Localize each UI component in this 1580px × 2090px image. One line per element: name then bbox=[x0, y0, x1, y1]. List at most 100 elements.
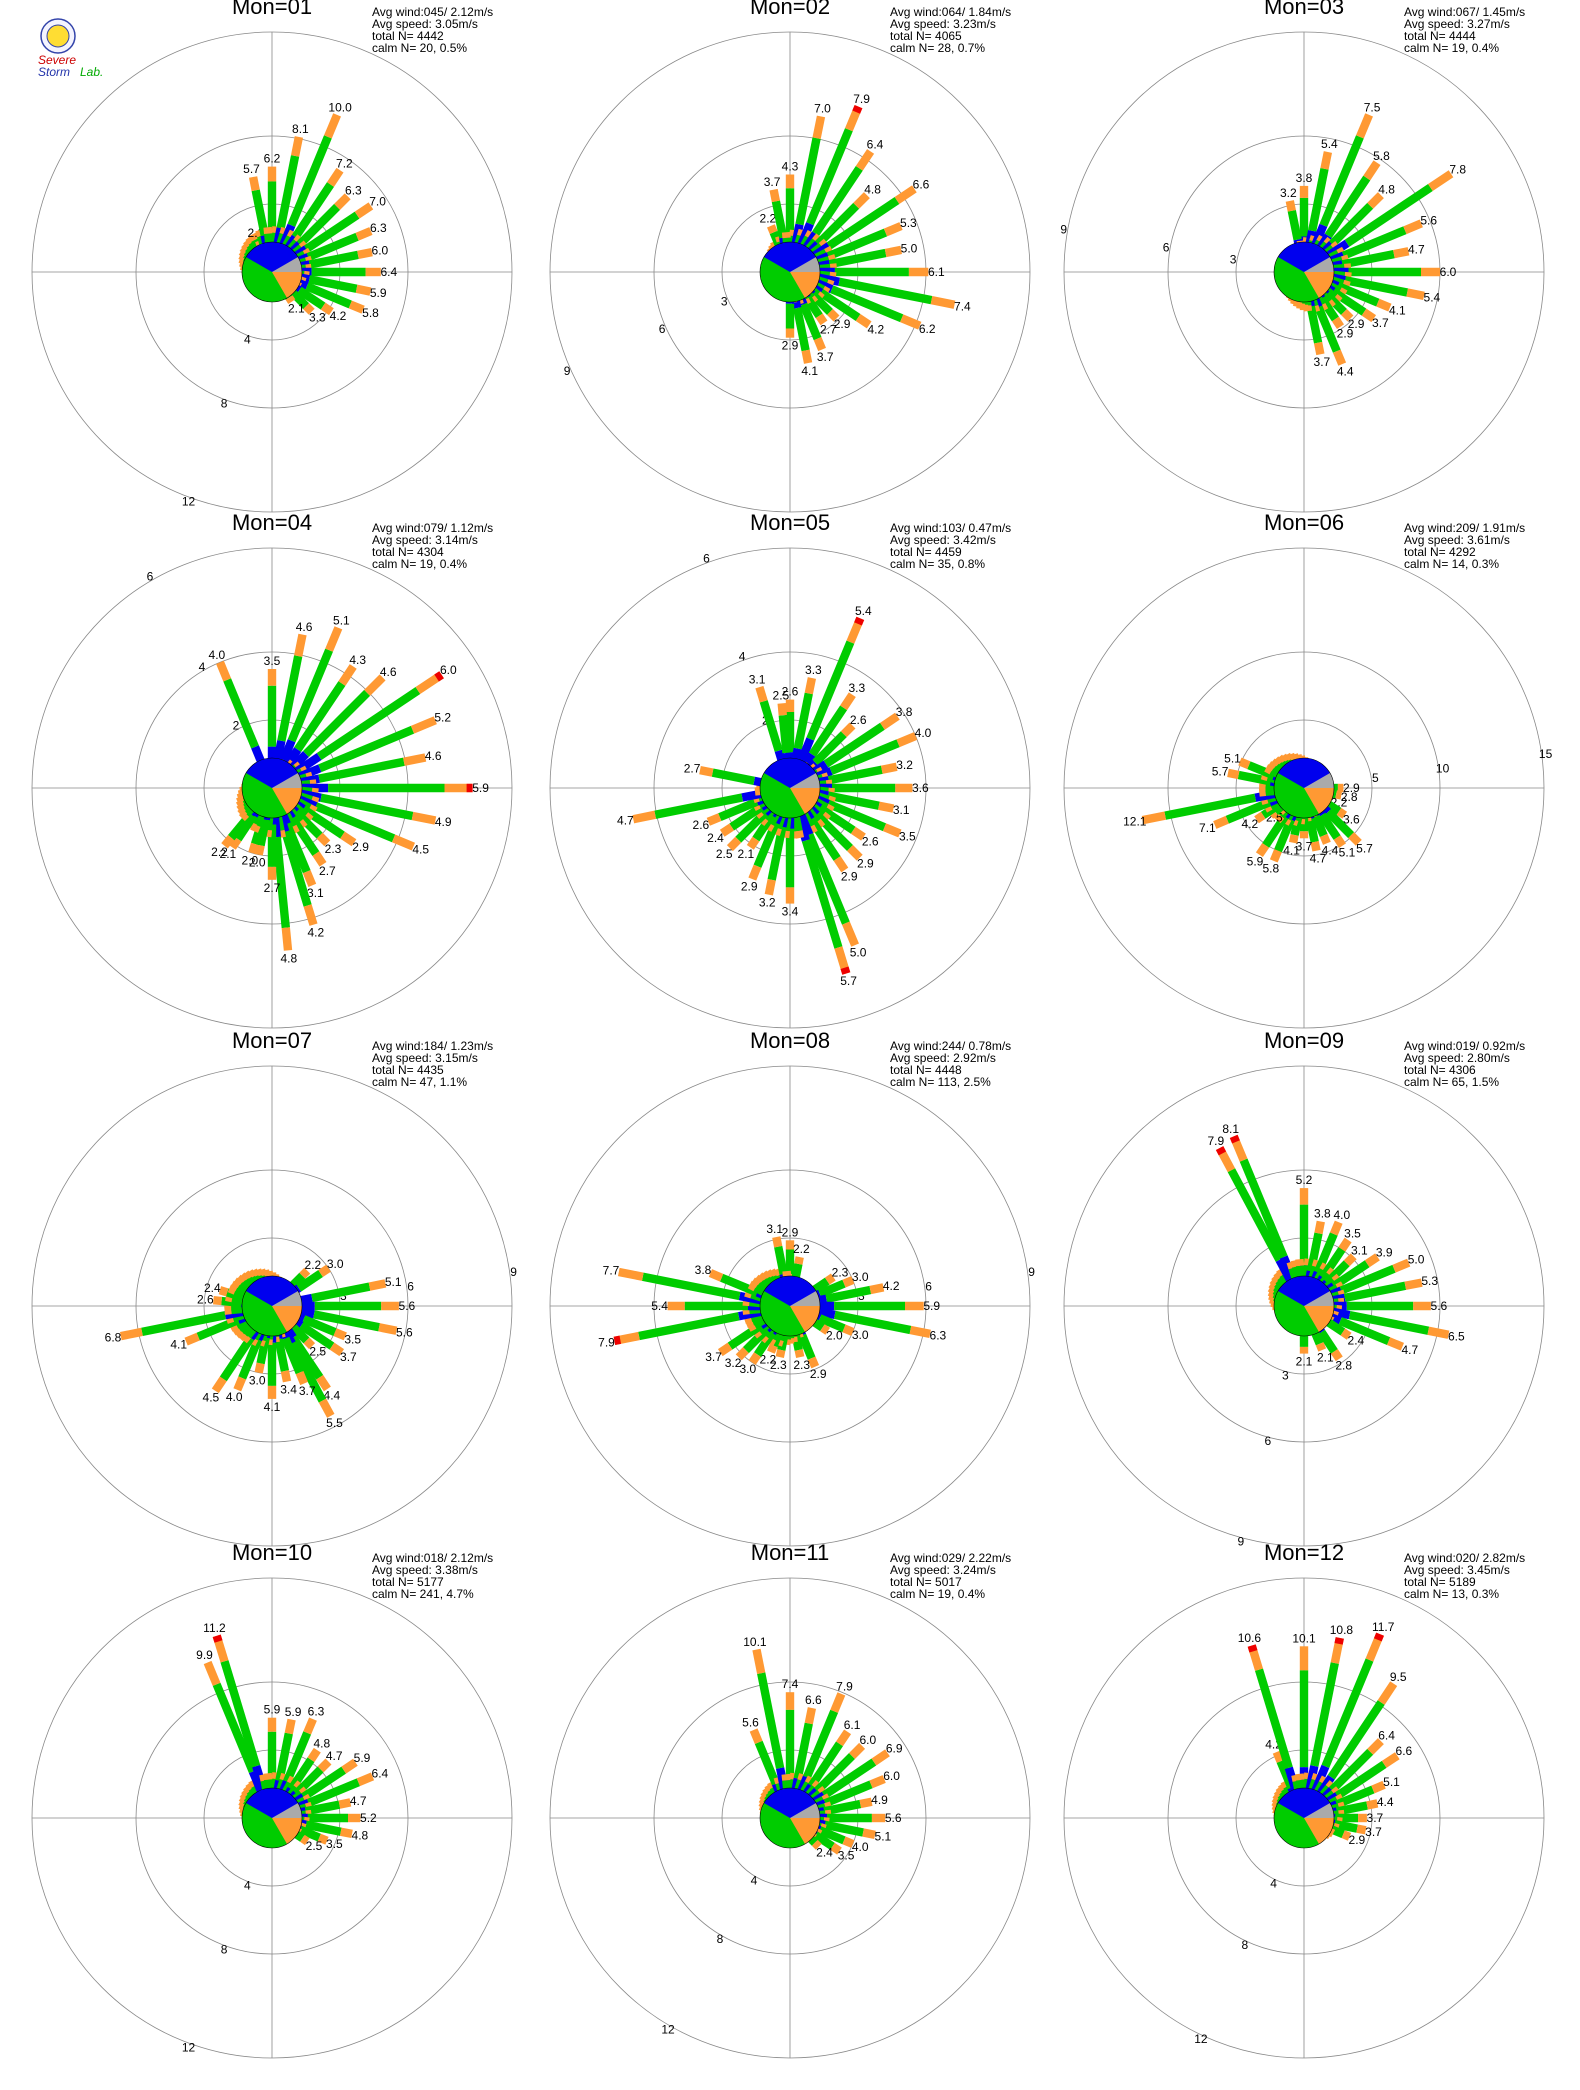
bar-segment bbox=[708, 1269, 724, 1282]
bar-value-label: 3.5 bbox=[326, 1837, 343, 1851]
pie-slice-calm bbox=[1304, 1291, 1334, 1306]
ring-label: 6 bbox=[407, 1280, 414, 1294]
logo-seal-inner bbox=[46, 24, 70, 48]
bar-segment bbox=[316, 1374, 331, 1392]
bar-segment bbox=[842, 921, 859, 947]
bar-segment bbox=[320, 793, 414, 821]
bar-value-label: 2.5 bbox=[773, 688, 790, 702]
bar-segment bbox=[434, 671, 444, 682]
ring-label: 5 bbox=[1372, 771, 1379, 785]
bar-value-label: 4.1 bbox=[1283, 844, 1300, 858]
panel-stat: Avg speed: 2.92m/s bbox=[890, 1051, 996, 1065]
bar-value-label: 3.6 bbox=[1343, 813, 1360, 827]
bar-value-label: 6.0 bbox=[859, 1733, 876, 1747]
bar-value-label: 3.7 bbox=[705, 1350, 722, 1364]
panel-stat: Avg speed: 3.45m/s bbox=[1404, 1563, 1510, 1577]
bar-segment bbox=[790, 830, 800, 839]
bar-segment bbox=[1356, 113, 1373, 139]
bar-segment bbox=[219, 1335, 255, 1382]
bar-segment bbox=[316, 687, 421, 760]
bar-segment bbox=[263, 1772, 273, 1780]
bar-segment bbox=[814, 1753, 855, 1794]
bar-segment bbox=[829, 739, 900, 775]
bar-segment bbox=[781, 231, 791, 239]
bar-value-label: 6.0 bbox=[883, 1769, 900, 1783]
bar-value-label: 4.3 bbox=[782, 160, 799, 174]
bar-segment bbox=[1325, 800, 1342, 815]
bar-value-label: 4.4 bbox=[1377, 1795, 1394, 1809]
ring-label: 4 bbox=[739, 649, 746, 663]
bar-value-label: 2.2 bbox=[305, 1258, 322, 1272]
bar-value-label: 2.1 bbox=[1296, 1355, 1313, 1369]
bar-segment bbox=[711, 768, 756, 786]
bar-segment bbox=[1319, 135, 1364, 227]
bar-segment bbox=[295, 1370, 308, 1386]
bar-segment bbox=[1341, 249, 1395, 269]
bar-segment bbox=[826, 197, 900, 250]
bar-segment bbox=[281, 927, 293, 951]
bar-value-label: 4.2 bbox=[867, 322, 884, 336]
bar-segment bbox=[613, 1335, 622, 1346]
panel-stat: total N= 4292 bbox=[1404, 545, 1476, 559]
panel-stat: calm N= 19, 0.4% bbox=[1404, 41, 1499, 55]
bar-segment bbox=[329, 1342, 345, 1357]
bar-value-label: 5.3 bbox=[1421, 1274, 1438, 1288]
bar-value-label: 4.5 bbox=[203, 1391, 220, 1405]
ring-label: 6 bbox=[659, 322, 666, 336]
bar-value-label: 7.7 bbox=[603, 1263, 620, 1277]
pie-slice-calm bbox=[272, 1291, 303, 1306]
bar-segment bbox=[1331, 316, 1345, 330]
ring-label: 4 bbox=[751, 1873, 758, 1887]
bar-segment bbox=[880, 762, 898, 774]
bar-segment bbox=[780, 830, 790, 839]
bar-segment bbox=[288, 824, 300, 835]
bar-segment bbox=[869, 1283, 885, 1295]
ring-label: 3 bbox=[1230, 253, 1237, 267]
panel-stat: Avg speed: 3.42m/s bbox=[890, 533, 996, 547]
bar-value-label: 3.7 bbox=[1372, 316, 1389, 330]
bar-value-label: 5.7 bbox=[1356, 842, 1373, 856]
bar-segment bbox=[1287, 209, 1302, 241]
panel-stat: Avg wind:029/ 2.22m/s bbox=[890, 1551, 1011, 1565]
bar-value-label: 4.0 bbox=[226, 1390, 243, 1404]
bar-segment bbox=[793, 307, 810, 352]
bar-segment bbox=[825, 1285, 872, 1303]
panel-stat: calm N= 19, 0.4% bbox=[372, 557, 467, 571]
bar-segment bbox=[284, 1718, 296, 1735]
bar-value-label: 6.4 bbox=[867, 138, 884, 152]
bar-segment bbox=[1310, 1662, 1339, 1767]
bar-segment bbox=[378, 1323, 398, 1335]
bar-segment bbox=[815, 202, 860, 247]
bar-segment bbox=[849, 1742, 866, 1759]
bar-value-label: 4.1 bbox=[801, 364, 818, 378]
bar-segment bbox=[254, 844, 265, 856]
panel-stat: Avg wind:045/ 2.12m/s bbox=[372, 5, 493, 19]
bar-segment bbox=[277, 655, 303, 742]
bar-segment bbox=[301, 805, 345, 839]
bar-value-label: 5.9 bbox=[472, 781, 489, 795]
pie-slice-calm bbox=[1304, 773, 1334, 788]
bar-segment bbox=[1141, 811, 1167, 825]
bar-segment bbox=[1366, 1799, 1379, 1810]
panel-stat: total N= 4435 bbox=[372, 1063, 444, 1077]
bar-segment bbox=[799, 302, 822, 341]
panel-stat: calm N= 20, 0.5% bbox=[372, 41, 467, 55]
bar-value-label: 3.0 bbox=[327, 1257, 344, 1271]
bar-segment bbox=[283, 1731, 312, 1784]
bar-value-label: 5.4 bbox=[855, 604, 872, 618]
bar-segment bbox=[355, 284, 372, 296]
bar-value-label: 4.2 bbox=[883, 1279, 900, 1293]
bar-segment bbox=[806, 128, 853, 226]
bar-value-label: 2.1 bbox=[1317, 1350, 1334, 1364]
bar-segment bbox=[894, 185, 917, 204]
bar-segment bbox=[228, 836, 242, 850]
bar-segment bbox=[840, 692, 856, 711]
bar-segment bbox=[869, 1775, 886, 1789]
bar-value-label: 4.7 bbox=[326, 1749, 343, 1763]
bar-segment bbox=[641, 1272, 741, 1301]
bar-value-label: 3.0 bbox=[852, 1328, 869, 1342]
bar-segment bbox=[1314, 305, 1341, 353]
bar-value-label: 2.6 bbox=[782, 685, 799, 699]
